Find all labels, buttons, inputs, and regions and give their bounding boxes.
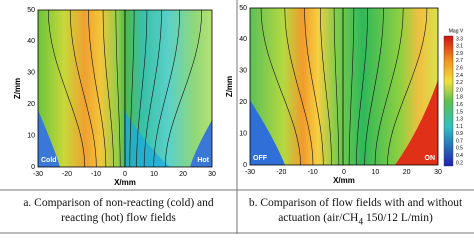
x-tick-label: -20 bbox=[276, 169, 286, 176]
streamline bbox=[260, 7, 301, 166]
contour bbox=[250, 8, 438, 165]
colorbar bbox=[443, 35, 454, 167]
y-tick-label: 30 bbox=[239, 68, 247, 75]
y-tick-label: 40 bbox=[239, 36, 247, 43]
streamline bbox=[364, 7, 384, 166]
colorbar-tick-label: 0.5 bbox=[456, 146, 463, 152]
colorbar-tick-label: 3.3 bbox=[456, 36, 463, 42]
contour bbox=[38, 110, 60, 167]
colorbar-tick-label: 1.8 bbox=[456, 95, 463, 101]
colorbar-tick-label: 1.5 bbox=[456, 109, 463, 115]
panel-tag: Hot bbox=[197, 157, 209, 164]
y-tick-label: 50 bbox=[239, 5, 247, 12]
x-tick-label: 0 bbox=[342, 169, 346, 176]
streamline bbox=[333, 7, 340, 166]
streamline bbox=[88, 9, 107, 168]
colorbar-tick-label: 2.9 bbox=[456, 51, 463, 57]
colorbar-tick-label: 2.4 bbox=[456, 73, 463, 79]
colorbar-tick-label: 0.2 bbox=[456, 160, 463, 166]
streamline bbox=[348, 7, 355, 166]
streamline bbox=[164, 9, 203, 168]
x-axis-label: X/mm bbox=[333, 176, 355, 185]
colorbar-tick-label: 1.3 bbox=[456, 117, 463, 123]
panel-tag: ON bbox=[425, 155, 436, 162]
colorbar-tick-label: 0.7 bbox=[456, 138, 463, 144]
y-tick-label: 0 bbox=[31, 164, 35, 171]
x-tick-label: 10 bbox=[150, 171, 158, 178]
y-tick-label: 10 bbox=[27, 132, 35, 139]
colorbar-tick-label: 2.2 bbox=[456, 80, 463, 86]
page: 0 10 20 30 40 50 -30 -20 -10 0 10 20 30 X/mm Z/mm Cold H… bbox=[0, 0, 474, 234]
x-tick-label: 20 bbox=[179, 171, 187, 178]
y-tick-label: 20 bbox=[239, 99, 247, 106]
y-tick-label: 10 bbox=[239, 130, 247, 137]
y-axis-label: Z/mm bbox=[13, 78, 22, 99]
streamline bbox=[143, 9, 162, 168]
streamline bbox=[153, 9, 181, 168]
x-tick-label: 0 bbox=[123, 171, 127, 178]
streamline bbox=[374, 7, 404, 166]
colorbar-tick-label: 0.4 bbox=[456, 153, 463, 159]
streamline bbox=[115, 9, 121, 168]
plot-frame bbox=[249, 7, 439, 166]
y-tick-label: 30 bbox=[27, 70, 35, 77]
x-tick-label: 30 bbox=[434, 169, 442, 176]
colorbar-tick-label: 2.0 bbox=[456, 87, 463, 93]
colorbar-tick-label: 2.6 bbox=[456, 66, 463, 72]
colorbar-tick-label: 0.9 bbox=[456, 131, 463, 137]
caption-text: b. Comparison of flow fields with and wi… bbox=[248, 197, 463, 224]
x-tick-label: 30 bbox=[208, 171, 216, 178]
streamline bbox=[387, 7, 428, 166]
panel-tag: OFF bbox=[253, 155, 268, 162]
x-tick-label: -30 bbox=[33, 171, 43, 178]
caption-sub: 4 bbox=[358, 216, 364, 228]
streamline bbox=[136, 9, 148, 168]
colorbar-tick-label: 2.7 bbox=[456, 58, 463, 64]
colorbar-tick-label: 1.1 bbox=[456, 124, 463, 130]
contour bbox=[190, 120, 212, 167]
caption: b. Comparison of flow fields with and wi… bbox=[243, 196, 468, 229]
streamline bbox=[304, 7, 324, 166]
x-tick-label: 10 bbox=[371, 169, 379, 176]
streamline bbox=[356, 7, 368, 166]
x-tick-label: -30 bbox=[245, 169, 255, 176]
y-tick-label: 50 bbox=[27, 7, 35, 14]
x-axis-label: X/mm bbox=[114, 178, 136, 187]
x-tick-label: -20 bbox=[62, 171, 72, 178]
panel-tag: Cold bbox=[41, 157, 57, 164]
streamline bbox=[69, 9, 97, 168]
plot-frame bbox=[37, 9, 213, 168]
y-tick-label: 0 bbox=[243, 162, 247, 169]
y-tick-label: 40 bbox=[27, 38, 35, 45]
caption-text: 150/12 L/min) bbox=[363, 212, 433, 224]
x-tick-label: -10 bbox=[308, 169, 318, 176]
streamline bbox=[129, 9, 135, 168]
colorbar-title: Mag V bbox=[449, 28, 464, 34]
caption: a. Comparison of non-reacting (cold) and… bbox=[23, 197, 214, 224]
y-axis-label: Z/mm bbox=[225, 76, 234, 97]
colorbar-tick-label: 1.6 bbox=[456, 102, 463, 108]
streamline bbox=[102, 9, 114, 168]
streamline bbox=[47, 9, 86, 168]
contour bbox=[250, 100, 285, 165]
contour bbox=[395, 80, 438, 165]
streamline bbox=[284, 7, 314, 166]
streamline bbox=[320, 7, 332, 166]
y-tick-label: 20 bbox=[27, 101, 35, 108]
x-tick-label: 20 bbox=[403, 169, 411, 176]
contour bbox=[124, 110, 170, 167]
x-tick-label: -10 bbox=[91, 171, 101, 178]
colorbar-tick-label: 3.1 bbox=[456, 44, 463, 50]
